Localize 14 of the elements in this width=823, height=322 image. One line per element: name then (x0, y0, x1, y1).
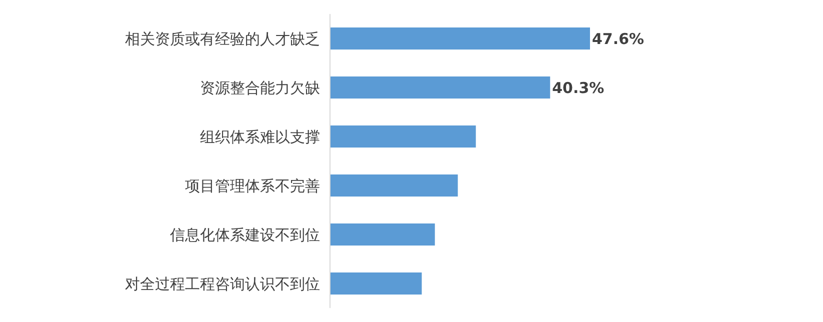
data-label: 47.6% (592, 30, 644, 48)
bar (330, 174, 458, 197)
y-tick-label: 信息化体系建设不到位 (170, 226, 320, 244)
y-tick-label: 对全过程工程咨询认识不到位 (125, 274, 320, 293)
bar (330, 125, 476, 148)
bar (330, 27, 590, 50)
bar (330, 272, 422, 295)
data-label: 40.3% (552, 78, 604, 97)
y-tick-label: 资源整合能力欠缺 (200, 78, 320, 97)
y-tick-label: 组织体系难以支撑 (200, 128, 320, 146)
bar (330, 76, 550, 99)
y-tick-label: 相关资质或有经验的人才缺乏 (125, 30, 320, 48)
y-tick-label: 项目管理体系不完善 (185, 176, 320, 195)
bar (330, 223, 435, 246)
